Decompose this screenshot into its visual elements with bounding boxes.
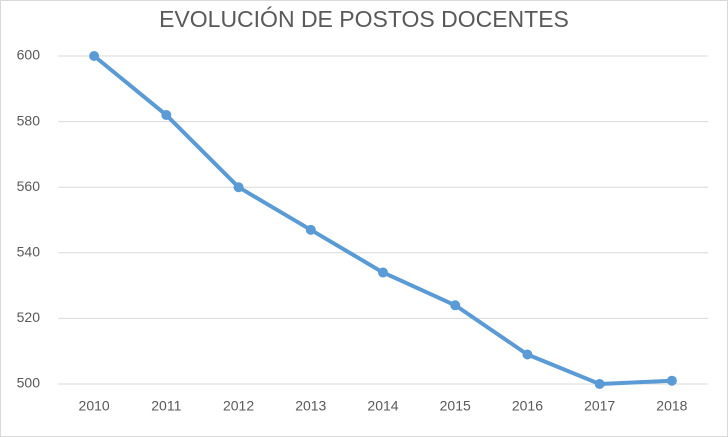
chart-title: EVOLUCIÓN DE POSTOS DOCENTES xyxy=(159,6,569,32)
x-tick-label: 2015 xyxy=(440,398,471,414)
y-tick-label: 540 xyxy=(17,244,41,260)
x-tick-label: 2012 xyxy=(223,398,254,414)
y-tick-label: 560 xyxy=(17,178,41,194)
y-tick-label: 600 xyxy=(17,47,41,63)
x-tick-label: 2013 xyxy=(295,398,326,414)
point xyxy=(233,182,244,193)
point xyxy=(89,51,100,61)
x-tick-label: 2018 xyxy=(656,398,687,414)
point xyxy=(522,349,533,360)
x-tick-label: 2016 xyxy=(512,398,543,414)
y-tick-label: 520 xyxy=(17,309,41,325)
point xyxy=(666,375,677,386)
point xyxy=(378,267,388,278)
y-tick-label: 500 xyxy=(17,375,41,391)
x-tick-label: 2014 xyxy=(367,398,398,414)
x-tick-label: 2010 xyxy=(79,398,110,414)
point xyxy=(305,224,316,235)
point xyxy=(594,379,605,389)
x-tick-label: 2017 xyxy=(584,398,615,414)
point xyxy=(161,110,172,121)
x-tick-label: 2011 xyxy=(151,398,181,414)
y-tick-label: 580 xyxy=(17,112,41,128)
point xyxy=(450,300,461,311)
